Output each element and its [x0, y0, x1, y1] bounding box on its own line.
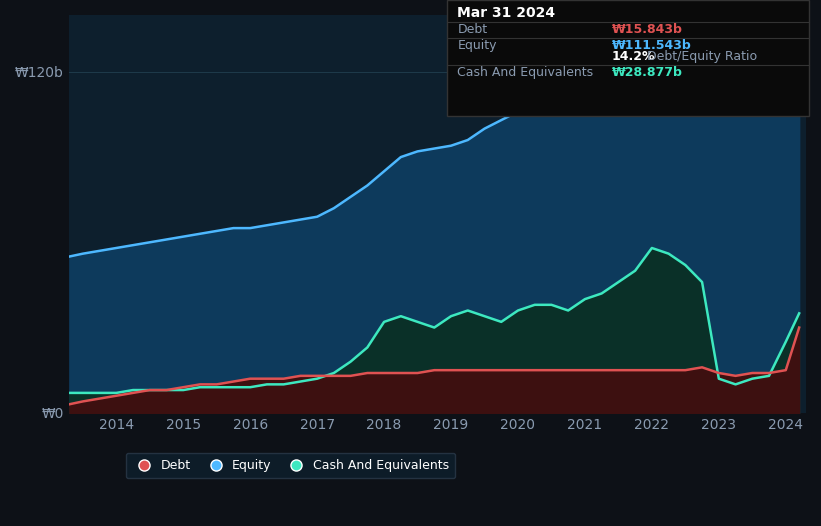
Text: Equity: Equity [457, 39, 497, 52]
Text: Mar 31 2024: Mar 31 2024 [457, 6, 556, 21]
Text: Debt/Equity Ratio: Debt/Equity Ratio [643, 50, 757, 64]
Text: ₩111.543b: ₩111.543b [612, 39, 691, 52]
Text: Cash And Equivalents: Cash And Equivalents [457, 66, 594, 79]
Text: ₩28.877b: ₩28.877b [612, 66, 682, 79]
Text: ₩15.843b: ₩15.843b [612, 23, 682, 36]
Text: 14.2%: 14.2% [612, 50, 655, 64]
Legend: Debt, Equity, Cash And Equivalents: Debt, Equity, Cash And Equivalents [126, 453, 455, 478]
Text: Debt: Debt [457, 23, 488, 36]
